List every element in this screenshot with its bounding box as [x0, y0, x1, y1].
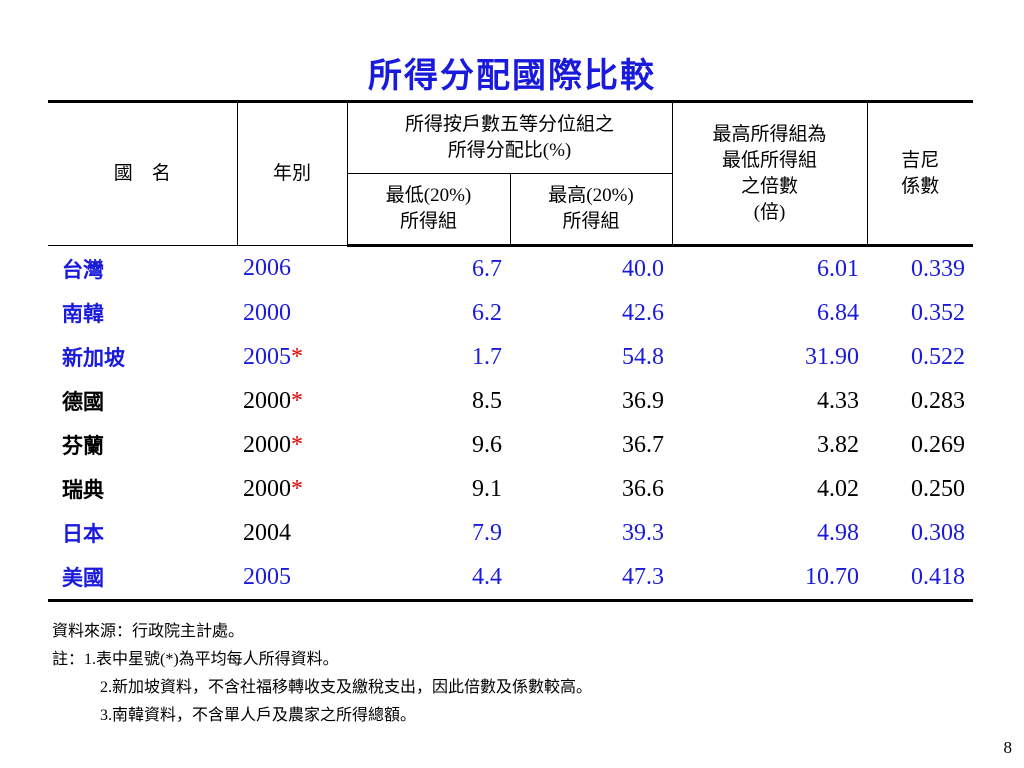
row-highest: 39.3	[622, 519, 665, 546]
row-lowest: 1.7	[472, 343, 502, 370]
row-gini: 0.308	[911, 519, 966, 546]
header-ratio: 最高所得組為 最低所得組 之倍數 (倍)	[671, 100, 868, 247]
row-highest: 36.6	[622, 475, 665, 502]
table-body: 台灣 2006 6.7 40.0 6.01 0.339 南韓 2000 6.2 42.6 6.84 0…	[48, 246, 974, 602]
header-highest: 最高(20%) 所得組	[509, 173, 673, 247]
table-row: 南韓 2000 6.2 42.6 6.84 0.352	[48, 291, 973, 335]
row-lowest: 9.6	[472, 431, 502, 458]
row-gini: 0.339	[911, 255, 966, 282]
row-year-star: *	[291, 475, 303, 502]
row-year-value: 2005	[243, 563, 291, 590]
table-row: 新加坡 2005* 1.7 54.8 31.90 0.522	[48, 335, 973, 379]
note-1: 註：1.表中星號(*)為平均每人所得資料。	[52, 651, 339, 668]
row-lowest: 8.5	[472, 387, 502, 414]
header-highest-line2: 所得組	[562, 211, 620, 232]
row-year-value: 2006	[243, 255, 291, 281]
header-lowest-line1: 最低(20%)	[385, 185, 472, 206]
row-lowest: 6.7	[472, 255, 502, 282]
header-quintile-line2: 所得分配比(%)	[447, 140, 572, 161]
header-lowest-line2: 所得組	[399, 211, 457, 232]
row-year-star: *	[291, 387, 303, 414]
table-row: 瑞典 2000* 9.1 36.6 4.02 0.250	[48, 467, 973, 511]
row-year: 2000*	[237, 467, 347, 511]
row-year: 2004	[237, 511, 347, 555]
row-year-value: 2005	[243, 343, 291, 370]
header-quintile-group: 所得按戶數五等分位組之 所得分配比(%)	[346, 100, 673, 174]
row-gini: 0.522	[911, 343, 966, 370]
row-lowest: 6.2	[472, 299, 502, 326]
header-highest-line1: 最高(20%)	[548, 185, 634, 206]
row-highest: 54.8	[622, 343, 665, 370]
header-country: 國 名	[48, 100, 237, 246]
row-gini: 0.418	[867, 555, 974, 602]
note-2: 2.新加坡資料，不含社福移轉收支及繳稅支出，因此倍數及係數較高。	[100, 679, 593, 696]
footnotes: 資料來源：行政院主計處。 註：1.表中星號(*)為平均每人所得資料。 2.新加坡…	[52, 618, 952, 730]
row-ratio: 6.01	[817, 255, 860, 282]
header-gini: 吉尼 係數	[866, 100, 974, 247]
row-highest: 36.9	[622, 387, 665, 414]
header-lowest: 最低(20%) 所得組	[346, 173, 510, 247]
table-row: 芬蘭 2000* 9.6 36.7 3.82 0.269	[48, 423, 973, 467]
header-ratio-line4: (倍)	[753, 201, 786, 223]
row-ratio: 4.98	[817, 519, 860, 546]
table-row: 台灣 2006 6.7 40.0 6.01 0.339	[48, 246, 973, 292]
note-3: 3.南韓資料，不含單人戶及農家之所得總額。	[100, 707, 417, 724]
header-ratio-line1: 最高所得組為	[712, 123, 827, 145]
row-country: 南韓	[62, 302, 104, 326]
row-ratio: 4.33	[817, 387, 860, 414]
row-highest: 36.7	[622, 431, 665, 458]
row-year-value: 2000	[243, 475, 291, 502]
row-gini: 0.283	[911, 387, 966, 414]
row-gini: 0.269	[911, 431, 966, 458]
row-ratio: 31.90	[805, 343, 860, 370]
source-note: 資料來源：行政院主計處。	[52, 623, 245, 640]
income-distribution-table: 國 名 年別 所得按戶數五等分位組之 所得分配比(%) 最高所得組為 最低所得組…	[48, 100, 974, 602]
row-year-star: *	[291, 431, 303, 458]
table-row: 德國 2000* 8.5 36.9 4.33 0.283	[48, 379, 973, 423]
row-country: 日本	[62, 522, 104, 546]
header-ratio-line3: 之倍數	[741, 175, 799, 197]
row-year: 2005*	[237, 335, 347, 379]
row-year: 2006	[237, 246, 347, 292]
row-lowest: 9.1	[472, 475, 502, 502]
row-lowest: 7.9	[472, 519, 502, 546]
row-country: 新加坡	[62, 346, 125, 370]
header-ratio-line2: 最低所得組	[722, 149, 818, 171]
header-gini-line1: 吉尼	[901, 149, 940, 171]
row-highest: 40.0	[622, 255, 665, 282]
row-year: 2005	[237, 555, 347, 602]
header-gini-line2: 係數	[901, 175, 940, 197]
row-gini: 0.352	[911, 299, 966, 326]
row-ratio: 3.82	[817, 431, 860, 458]
row-ratio: 4.02	[817, 475, 860, 502]
row-year-value: 2000	[243, 299, 291, 326]
row-year: 2000*	[237, 379, 347, 423]
row-country: 德國	[62, 390, 104, 414]
table-row: 日本 2004 7.9 39.3 4.98 0.308	[48, 511, 973, 555]
row-year-value: 2004	[243, 519, 291, 546]
row-country: 台灣	[62, 257, 104, 282]
row-lowest: 4.4	[347, 555, 510, 602]
row-country: 美國	[48, 555, 237, 602]
page-title: 所得分配國際比較	[368, 58, 656, 95]
row-year-value: 2000	[243, 431, 291, 458]
row-gini: 0.250	[911, 475, 966, 502]
row-year-value: 2000	[243, 387, 291, 414]
row-country: 瑞典	[62, 478, 104, 502]
row-highest: 47.3	[510, 555, 673, 602]
row-highest: 42.6	[622, 299, 665, 326]
row-ratio: 10.70	[672, 555, 868, 602]
table-row: 美國 2005 4.4 47.3 10.70 0.418	[48, 555, 974, 602]
row-year: 2000	[237, 291, 347, 335]
header-year: 年別	[236, 100, 347, 246]
row-country: 芬蘭	[62, 434, 104, 458]
page-number: 8	[1003, 738, 1013, 757]
header-quintile-line1: 所得按戶數五等分位組之	[405, 114, 615, 135]
row-year: 2000*	[237, 423, 347, 467]
row-year-star: *	[291, 343, 303, 370]
row-ratio: 6.84	[817, 299, 860, 326]
